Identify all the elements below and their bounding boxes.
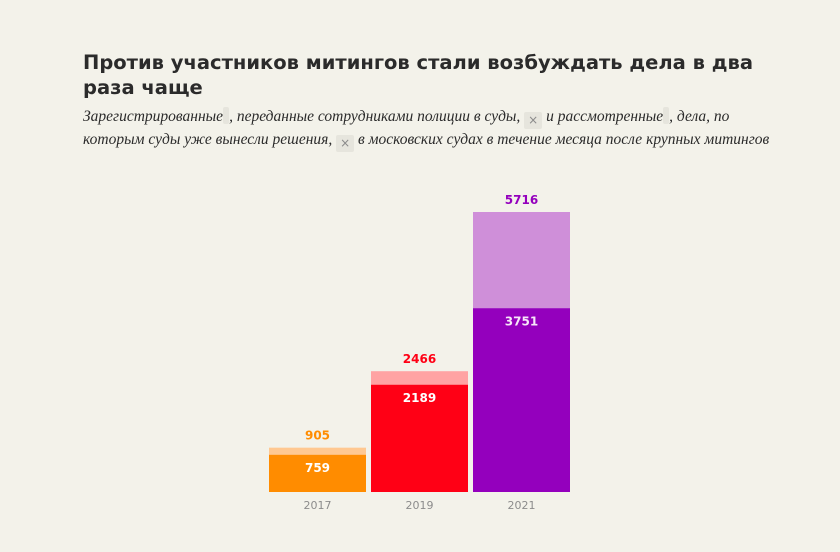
- bar-decided-2019[interactable]: [371, 384, 468, 492]
- subtitle-considered: и рассмотренные: [546, 108, 664, 125]
- x-tick-label-2019: 2019: [406, 499, 434, 512]
- close-icon[interactable]: ×: [524, 112, 543, 129]
- subtitle-registered: Зарегистрированные: [83, 108, 224, 125]
- bar-decided-2021[interactable]: [473, 308, 570, 492]
- x-tick-label-2021: 2021: [508, 499, 536, 512]
- subtitle-moscow-courts: в московских судах в течение месяца посл…: [357, 131, 770, 148]
- data-label-registered-2019: 2466: [403, 352, 436, 366]
- bar-decided-2017[interactable]: [269, 454, 366, 492]
- legend-chip-registered[interactable]: [223, 107, 230, 124]
- data-label-decided-2019: 2189: [403, 391, 436, 405]
- data-label-registered-2021: 5716: [505, 193, 538, 207]
- legend-chip-considered[interactable]: [663, 107, 670, 124]
- subtitle-decided: дела, по которым суды уже вынесли решени…: [83, 108, 730, 148]
- close-icon[interactable]: ×: [336, 135, 355, 152]
- x-tick-label-2017: 2017: [304, 499, 332, 512]
- subtitle-comma: ,: [669, 108, 674, 125]
- chart-title: Против участников митингов стали возбужд…: [83, 51, 753, 99]
- chart-subtitle: Зарегистрированные , переданные сотрудник…: [83, 106, 773, 152]
- subtitle-transferred: , переданные сотрудниками полиции в суды…: [229, 108, 521, 125]
- data-label-registered-2017: 905: [305, 429, 330, 443]
- data-label-decided-2021: 3751: [505, 314, 538, 328]
- data-label-decided-2017: 759: [305, 461, 330, 475]
